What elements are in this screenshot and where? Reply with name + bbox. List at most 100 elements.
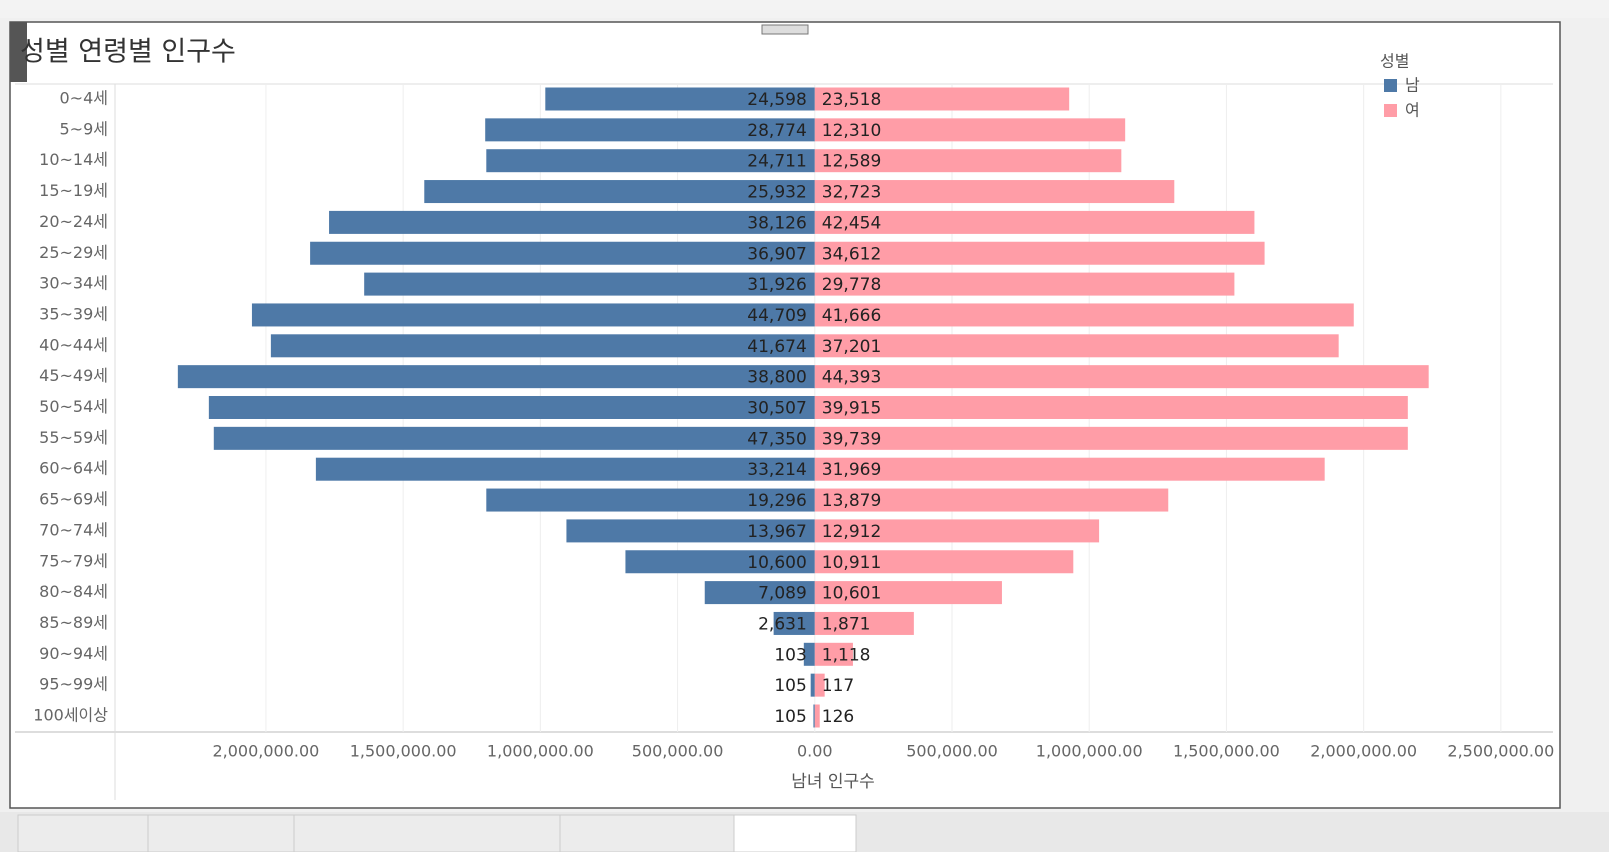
sheet-tab[interactable] — [17, 814, 149, 852]
y-tick-label: 85~89세 — [39, 613, 108, 632]
bar — [814, 519, 1100, 543]
legend-swatch — [1384, 79, 1397, 92]
bar — [270, 334, 815, 358]
bar-label: 117 — [822, 676, 854, 696]
y-tick-label: 20~24세 — [39, 212, 108, 231]
bar — [814, 180, 1175, 204]
y-tick-label: 40~44세 — [39, 335, 108, 354]
bar-label: 44,393 — [822, 368, 881, 388]
bar-label: 29,778 — [822, 275, 881, 295]
bar-label: 10,600 — [747, 553, 806, 573]
bar — [704, 581, 815, 605]
sheet-tab[interactable] — [147, 814, 295, 852]
bar — [814, 272, 1235, 296]
bar — [814, 87, 1070, 111]
bar — [566, 519, 815, 543]
y-tick-label: 50~54세 — [39, 397, 108, 416]
y-tick-label: 75~79세 — [39, 551, 108, 570]
bar — [814, 426, 1408, 450]
y-tick-label: 25~29세 — [39, 243, 108, 262]
bar-label: 12,589 — [822, 152, 881, 172]
bar-label: 103 — [774, 645, 806, 665]
bar-label: 13,879 — [822, 491, 881, 511]
sheet-tab-active[interactable] — [733, 814, 857, 852]
bar — [814, 149, 1122, 173]
bar-label: 42,454 — [822, 213, 881, 233]
bar-label: 105 — [774, 707, 806, 727]
x-axis-title: 남녀 인구수 — [791, 772, 875, 792]
bar-label: 31,969 — [822, 460, 881, 480]
bar — [625, 550, 815, 574]
sheet-tab[interactable] — [293, 814, 561, 852]
y-tick-label: 30~34세 — [39, 274, 108, 293]
bar — [315, 457, 815, 481]
x-tick-label: 0.00 — [797, 742, 833, 761]
bar — [486, 149, 815, 173]
bar — [424, 180, 815, 204]
bar-label: 41,674 — [747, 337, 806, 357]
bar-label: 30,507 — [747, 399, 806, 419]
bar-label: 37,201 — [822, 337, 881, 357]
bar — [251, 303, 815, 327]
bar-label: 1,118 — [822, 645, 871, 665]
sheet-controls[interactable] — [10, 22, 27, 82]
bar — [486, 488, 815, 512]
bar — [814, 396, 1408, 419]
bar-label: 38,800 — [747, 368, 806, 388]
legend-title: 성별 — [1380, 52, 1409, 71]
bar — [814, 611, 914, 635]
legend-swatch — [1384, 104, 1397, 117]
bar-label: 10,911 — [822, 553, 881, 573]
bar — [545, 87, 815, 111]
bar — [810, 673, 815, 697]
x-tick-label: 2,500,000.00 — [1447, 742, 1554, 761]
bar — [814, 365, 1429, 389]
bar-label: 13,967 — [747, 522, 806, 542]
bar — [814, 334, 1339, 358]
y-tick-label: 10~14세 — [39, 150, 108, 169]
x-tick-label: 1,000,000.00 — [487, 742, 594, 761]
bar-label: 12,912 — [822, 522, 881, 542]
bar-label: 12,310 — [822, 121, 881, 141]
y-tick-label: 80~84세 — [39, 582, 108, 601]
top-bar — [0, 0, 1609, 18]
bar-label: 28,774 — [747, 121, 806, 141]
y-tick-label: 95~99세 — [39, 675, 108, 694]
bar — [814, 210, 1255, 234]
bar-label: 23,518 — [822, 90, 881, 110]
bar-label: 38,126 — [747, 213, 806, 233]
bar — [814, 457, 1325, 481]
bar-label: 7,089 — [758, 584, 807, 604]
y-tick-label: 35~39세 — [39, 304, 108, 323]
x-tick-label: 500,000.00 — [632, 742, 724, 761]
bar-label: 105 — [774, 676, 806, 696]
bar-label: 25,932 — [747, 183, 806, 203]
bar — [814, 550, 1074, 574]
bar — [364, 272, 815, 296]
y-tick-label: 55~59세 — [39, 428, 108, 447]
bar-label: 32,723 — [822, 183, 881, 203]
bar-label: 44,709 — [747, 306, 806, 326]
bar — [213, 426, 815, 450]
y-tick-label: 60~64세 — [39, 459, 108, 478]
bar-label: 2,631 — [758, 614, 807, 634]
bar-label: 126 — [822, 707, 854, 727]
y-tick-label: 0~4세 — [60, 89, 109, 108]
y-tick-label: 90~94세 — [39, 644, 108, 663]
bar-label: 24,711 — [747, 152, 806, 172]
bar — [814, 581, 1002, 605]
drag-handle[interactable] — [761, 24, 809, 35]
bar-label: 24,598 — [747, 90, 806, 110]
bar — [177, 365, 815, 389]
chart-title: 성별 연령별 인구수 — [20, 37, 236, 68]
sheet-tab[interactable] — [559, 814, 735, 852]
bar — [814, 118, 1126, 142]
bar — [329, 210, 815, 234]
bar-label: 39,739 — [822, 429, 881, 449]
bar — [803, 642, 815, 666]
x-tick-label: 1,500,000.00 — [350, 742, 457, 761]
bar-label: 1,871 — [822, 614, 871, 634]
bar-label: 33,214 — [747, 460, 806, 480]
x-tick-label: 2,000,000.00 — [1310, 742, 1417, 761]
